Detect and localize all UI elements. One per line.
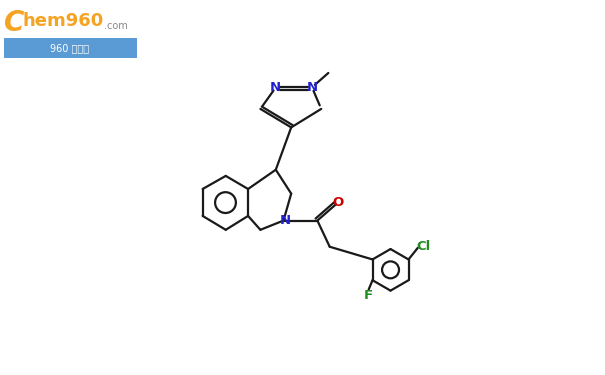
Text: N: N xyxy=(306,81,318,94)
Text: F: F xyxy=(364,289,373,302)
Text: 960 化工网: 960 化工网 xyxy=(50,43,90,53)
Text: hem960: hem960 xyxy=(22,12,103,30)
Text: .com: .com xyxy=(104,21,128,31)
Text: C: C xyxy=(4,9,24,37)
Text: Cl: Cl xyxy=(417,240,431,253)
Text: O: O xyxy=(333,196,344,209)
Text: N: N xyxy=(280,214,290,227)
Text: N: N xyxy=(270,81,281,94)
FancyBboxPatch shape xyxy=(4,38,137,58)
